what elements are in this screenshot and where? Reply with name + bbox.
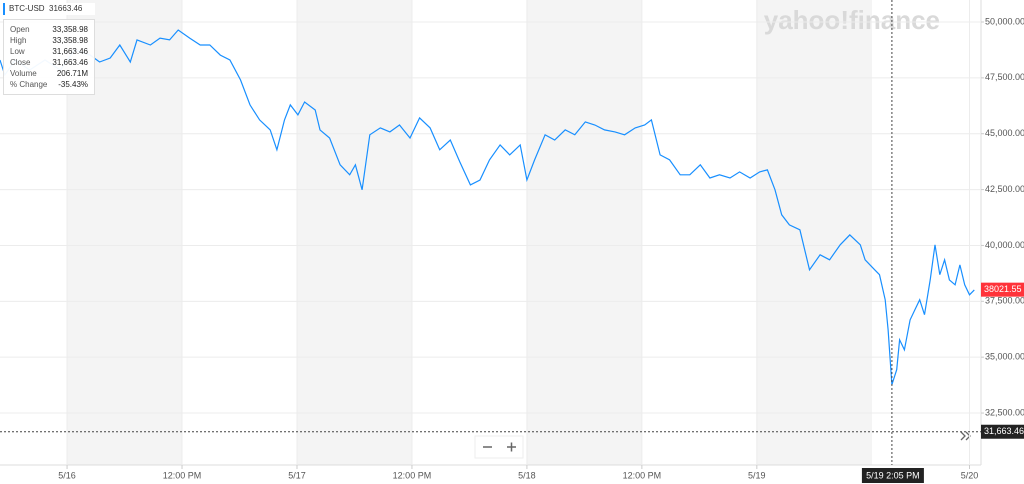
x-tick-label: 5/19 <box>748 470 766 480</box>
crosshair-x-tag <box>861 468 924 483</box>
logo: yahoo!finance <box>764 5 940 35</box>
x-tick-label: 5/17 <box>288 470 306 480</box>
x-tick-label: 12:00 PM <box>623 470 662 480</box>
info-label: % Change <box>10 80 48 89</box>
x-tick-label: 5/20 <box>961 470 979 480</box>
info-label: Close <box>10 58 31 67</box>
info-row: % Change -35.43% <box>10 79 88 90</box>
info-row: Low 31,663.46 <box>10 46 88 57</box>
info-row: Open 33,358.98 <box>10 24 88 35</box>
info-label: Low <box>10 47 25 56</box>
zoom-box[interactable] <box>474 435 524 459</box>
info-panel: BTC-USD 31663.46 Open 33,358.98 High 33,358… <box>3 3 95 95</box>
ohlc-box: Open 33,358.98 High 33,358.98 Low 31,663.46 Cl… <box>3 19 95 95</box>
info-value: 33,358.98 <box>52 25 88 34</box>
y-tick-label: 45,000.00 <box>985 128 1024 138</box>
x-tick-label: 12:00 PM <box>393 470 432 480</box>
y-tick-label: 40,000.00 <box>985 240 1024 250</box>
x-tick-label: 12:00 PM <box>163 470 202 480</box>
last-price-tag <box>981 282 1024 297</box>
session-band <box>527 0 642 465</box>
x-tick-label: 5/16 <box>58 470 76 480</box>
info-label: High <box>10 36 27 45</box>
crosshair-x-label: 5/19 2:05 PM <box>866 470 920 480</box>
y-tick-label: 42,500.00 <box>985 184 1024 194</box>
info-label: Open <box>10 25 30 34</box>
y-tick-label: 47,500.00 <box>985 72 1024 82</box>
info-row: Volume 206.71M <box>10 68 88 79</box>
info-row: High 33,358.98 <box>10 35 88 46</box>
expand-button[interactable] <box>960 431 971 441</box>
y-tick-label: 35,000.00 <box>985 352 1024 362</box>
info-label: Volume <box>10 69 37 78</box>
info-row: Close 31,663.46 <box>10 57 88 68</box>
crosshair-y-label: 31,663.46 <box>984 426 1024 436</box>
ticker-price: 31663.46 <box>49 4 83 13</box>
info-value: 31,663.46 <box>52 58 88 67</box>
ticker-symbol: BTC-USD <box>9 4 45 13</box>
y-tick-label: 50,000.00 <box>985 16 1024 26</box>
price-line <box>0 29 975 385</box>
session-band <box>757 0 872 465</box>
zoom-controls[interactable] <box>474 435 524 459</box>
info-value: -35.43% <box>58 80 88 89</box>
last-price-label: 38021.55 <box>984 284 1022 294</box>
ticker: BTC-USD 31663.46 <box>3 3 95 15</box>
session-band <box>297 0 412 465</box>
y-tick-label: 32,500.00 <box>985 407 1024 417</box>
y-tick-label: 37,500.00 <box>985 296 1024 306</box>
info-value: 206.71M <box>56 69 88 78</box>
x-tick-label: 5/18 <box>518 470 536 480</box>
crosshair-y-tag <box>981 424 1024 439</box>
info-value: 31,663.46 <box>52 47 88 56</box>
info-value: 33,358.98 <box>52 36 88 45</box>
